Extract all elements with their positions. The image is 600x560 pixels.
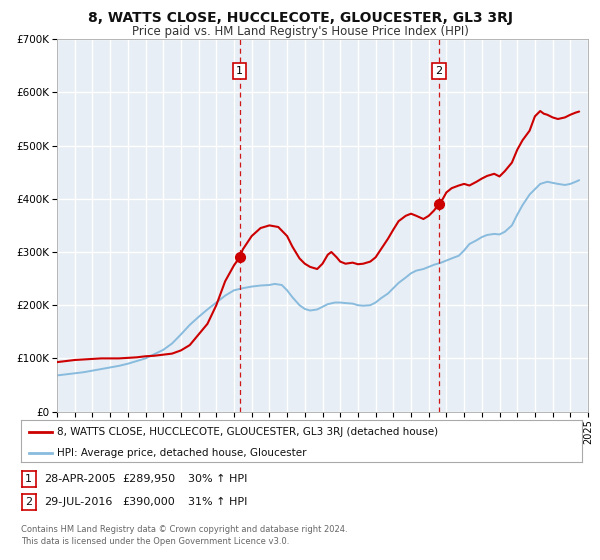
Text: HPI: Average price, detached house, Gloucester: HPI: Average price, detached house, Glou… <box>58 448 307 458</box>
Text: 8, WATTS CLOSE, HUCCLECOTE, GLOUCESTER, GL3 3RJ (detached house): 8, WATTS CLOSE, HUCCLECOTE, GLOUCESTER, … <box>58 427 439 437</box>
Text: 29-JUL-2016: 29-JUL-2016 <box>44 497 112 507</box>
Text: 30% ↑ HPI: 30% ↑ HPI <box>188 474 247 484</box>
Text: 2: 2 <box>25 497 32 507</box>
Text: 2: 2 <box>436 66 443 76</box>
Text: 1: 1 <box>236 66 243 76</box>
Text: 1: 1 <box>25 474 32 484</box>
Text: £390,000: £390,000 <box>122 497 175 507</box>
Text: 8, WATTS CLOSE, HUCCLECOTE, GLOUCESTER, GL3 3RJ: 8, WATTS CLOSE, HUCCLECOTE, GLOUCESTER, … <box>88 11 512 25</box>
Text: £289,950: £289,950 <box>122 474 175 484</box>
Text: Price paid vs. HM Land Registry's House Price Index (HPI): Price paid vs. HM Land Registry's House … <box>131 25 469 38</box>
Text: 31% ↑ HPI: 31% ↑ HPI <box>188 497 247 507</box>
Text: Contains HM Land Registry data © Crown copyright and database right 2024.
This d: Contains HM Land Registry data © Crown c… <box>21 525 347 546</box>
Text: 28-APR-2005: 28-APR-2005 <box>44 474 116 484</box>
